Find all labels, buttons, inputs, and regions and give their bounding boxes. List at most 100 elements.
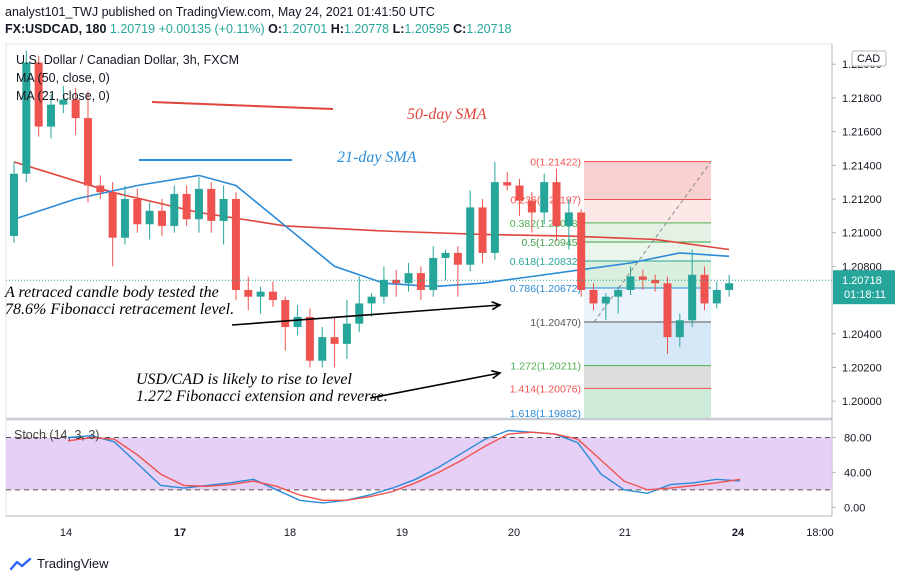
currency-label: CAD bbox=[857, 53, 880, 65]
ma21-legend[interactable]: MA (21, close, 0) bbox=[16, 89, 110, 103]
fib-trend-line bbox=[593, 161, 712, 323]
fib-level-label: 0.5(1.20945) bbox=[521, 237, 581, 249]
time-axis-label: 14 bbox=[60, 527, 72, 539]
candle-body bbox=[231, 198, 240, 290]
price-tick-label: 1.21400 bbox=[842, 160, 882, 172]
time-axis-label: 18 bbox=[284, 527, 296, 539]
candle-body bbox=[466, 207, 475, 265]
time-axis-label: 18:00 bbox=[806, 527, 834, 539]
fib-zone bbox=[584, 321, 711, 366]
stoch-d-line bbox=[67, 431, 741, 501]
series-title[interactable]: U.S. Dollar / Canadian Dollar, 3h, FXCM bbox=[16, 53, 240, 67]
sma50-annotation: 50-day SMA bbox=[407, 106, 487, 123]
stoch-tick-label: 80.00 bbox=[844, 432, 872, 444]
candle-body bbox=[564, 212, 573, 226]
fib-zone bbox=[584, 241, 711, 261]
candle-body bbox=[268, 291, 277, 301]
candle-body bbox=[108, 192, 117, 238]
time-axis-label: 21 bbox=[619, 527, 631, 539]
candle-body bbox=[157, 210, 166, 226]
candle-body bbox=[725, 283, 734, 290]
price-tick-label: 1.20400 bbox=[842, 329, 882, 341]
candle-body bbox=[182, 193, 191, 220]
price-tick-label: 1.21800 bbox=[842, 93, 882, 105]
candle-body bbox=[305, 316, 314, 361]
publisher-line: analyst101_TWJ published on TradingView.… bbox=[5, 5, 435, 19]
sma21-annotation: 21-day SMA bbox=[337, 149, 417, 166]
candle-body bbox=[700, 274, 709, 304]
price-tick-label: 1.20200 bbox=[842, 362, 882, 374]
candle-body bbox=[170, 193, 179, 226]
candle-body bbox=[355, 303, 364, 324]
price-tick-label: 1.20000 bbox=[842, 396, 882, 408]
price-tick-label: 1.21600 bbox=[842, 127, 882, 139]
fib-zone bbox=[584, 365, 711, 389]
time-axis-label: 24 bbox=[732, 527, 745, 539]
high-label: H: bbox=[330, 22, 344, 36]
tradingview-logo-icon bbox=[10, 557, 32, 570]
candle-body bbox=[392, 279, 401, 284]
candle-body bbox=[552, 182, 561, 226]
candle-body bbox=[663, 283, 672, 338]
candle-body bbox=[416, 273, 425, 290]
close-value: 1.20718 bbox=[466, 22, 512, 36]
candle-body bbox=[46, 104, 55, 127]
time-axis-label: 20 bbox=[508, 527, 520, 539]
candle-body bbox=[589, 289, 598, 304]
candle-body bbox=[96, 185, 105, 193]
candle-body bbox=[120, 198, 129, 238]
time-axis-label: 19 bbox=[396, 527, 408, 539]
candle-body bbox=[441, 252, 450, 258]
fib-level-label: 1.618(1.19882) bbox=[510, 408, 581, 420]
candle-body bbox=[145, 210, 154, 225]
candle-body bbox=[34, 62, 43, 127]
arrow-extension-head bbox=[491, 369, 502, 380]
fib-level-label: 0(1.21422) bbox=[530, 157, 581, 169]
candle-body bbox=[453, 252, 462, 265]
candle-body bbox=[207, 188, 216, 221]
candle-body bbox=[219, 198, 228, 221]
candle-body bbox=[22, 62, 31, 174]
time-axis-label: 17 bbox=[174, 527, 186, 539]
candle-body bbox=[638, 276, 647, 280]
tradingview-branding[interactable]: TradingView bbox=[10, 556, 109, 571]
ohlc-line: FX:USDCAD, 180 1.20719 +0.00135 (+0.11%)… bbox=[5, 22, 511, 36]
low-label: L: bbox=[392, 22, 405, 36]
candle-body bbox=[256, 291, 265, 297]
stoch-legend[interactable]: Stoch (14, 3, 3) bbox=[14, 428, 100, 442]
arrow-extension bbox=[369, 372, 501, 399]
candle-body bbox=[293, 316, 302, 328]
ma50-legend[interactable]: MA (50, close, 0) bbox=[16, 71, 110, 85]
stoch-tick-label: 40.00 bbox=[844, 467, 872, 479]
candle-body bbox=[244, 289, 253, 297]
arrow-retracement-head bbox=[491, 300, 502, 311]
candle-body bbox=[318, 337, 327, 361]
fib-level-label: 1.414(1.20076) bbox=[510, 383, 581, 395]
candle-body bbox=[379, 279, 388, 297]
candle-body bbox=[601, 296, 610, 304]
candle-body bbox=[194, 188, 203, 220]
price-tick-label: 1.21200 bbox=[842, 194, 882, 206]
candle-body bbox=[342, 323, 351, 344]
open-value: 1.20701 bbox=[282, 22, 328, 36]
arrow-retracement bbox=[231, 304, 501, 326]
candle-body bbox=[503, 182, 512, 186]
fib-zone bbox=[584, 199, 711, 223]
note1-line2: 78.6% Fibonacci retracement level. bbox=[5, 301, 235, 318]
fib-level-label: 1(1.20470) bbox=[530, 317, 581, 329]
candle-body bbox=[10, 173, 18, 237]
candle-body bbox=[133, 198, 142, 225]
candle-body bbox=[71, 99, 80, 119]
currency-badge bbox=[851, 50, 887, 67]
candle-body bbox=[59, 99, 68, 105]
fib-level-label: 0.618(1.20832) bbox=[510, 256, 581, 268]
candle-body bbox=[367, 296, 376, 304]
candle-body bbox=[614, 289, 623, 297]
symbol-label: FX:USDCAD, 180 bbox=[5, 22, 107, 36]
candle-body bbox=[540, 182, 549, 213]
fib-zone bbox=[584, 161, 711, 200]
fib-level-label: 0.382(1.21058) bbox=[510, 218, 581, 230]
candle-body bbox=[429, 257, 438, 290]
stoch-k-line bbox=[67, 429, 741, 504]
